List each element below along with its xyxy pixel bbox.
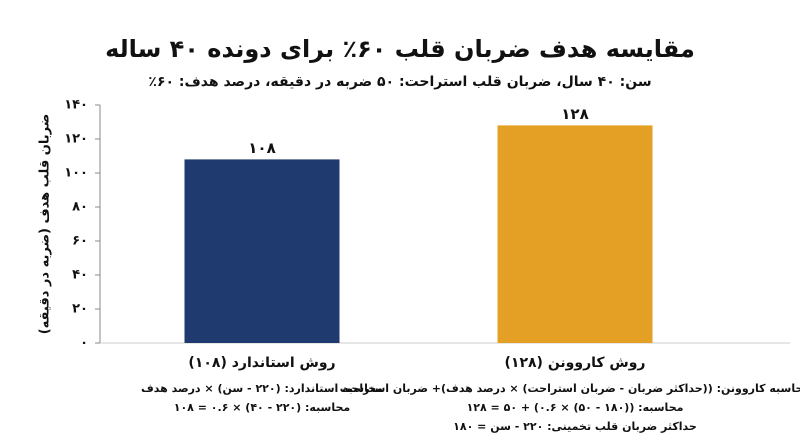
calc-note: محاسبه استاندارد: (۲۲۰ - سن) × درصد هدف (141, 382, 383, 395)
chart-title: مقایسه هدف ضربان قلب ۶۰٪ برای دونده ۴۰ س… (105, 35, 695, 63)
calc-note: محاسبه: ((۱۸۰ - ۵۰) × ۰.۶) + ۵۰ = ۱۲۸ (467, 401, 684, 414)
calc-note: محاسبه: (۲۲۰ - ۴۰) × ۰.۶ = ۱۰۸ (174, 401, 351, 414)
bar (184, 159, 340, 343)
y-tick-label: ۱۴۰ (64, 98, 88, 113)
x-tick-label: روش کاروونن (۱۲۸) (505, 355, 646, 371)
value-label: ۱۲۸ (561, 105, 588, 123)
y-axis-label: ضربان قلب هدف (ضربه در دقیقه) (38, 114, 53, 335)
calc-note: حداکثر ضربان قلب تخمینی: ۲۲۰ - سن = ۱۸۰ (453, 420, 697, 433)
x-tick-label: روش استاندارد (۱۰۸) (188, 355, 335, 371)
y-tick-label: ۱۲۰ (64, 132, 88, 147)
calc-note: محاسبه کاروونن: ((حداکثر ضربان - ضربان ا… (340, 382, 800, 395)
bar (497, 125, 653, 344)
y-tick-label: ۱۰۰ (64, 166, 88, 181)
y-tick-label: ۰ (80, 336, 88, 351)
chart-subtitle: سن: ۴۰ سال، ضربان قلب استراحت: ۵۰ ضربه د… (148, 74, 651, 90)
value-label: ۱۰۸ (248, 139, 275, 157)
y-tick-label: ۸۰ (72, 200, 88, 215)
y-tick-label: ۲۰ (72, 302, 88, 317)
y-tick-label: ۴۰ (72, 268, 88, 283)
y-tick-label: ۶۰ (72, 234, 88, 249)
